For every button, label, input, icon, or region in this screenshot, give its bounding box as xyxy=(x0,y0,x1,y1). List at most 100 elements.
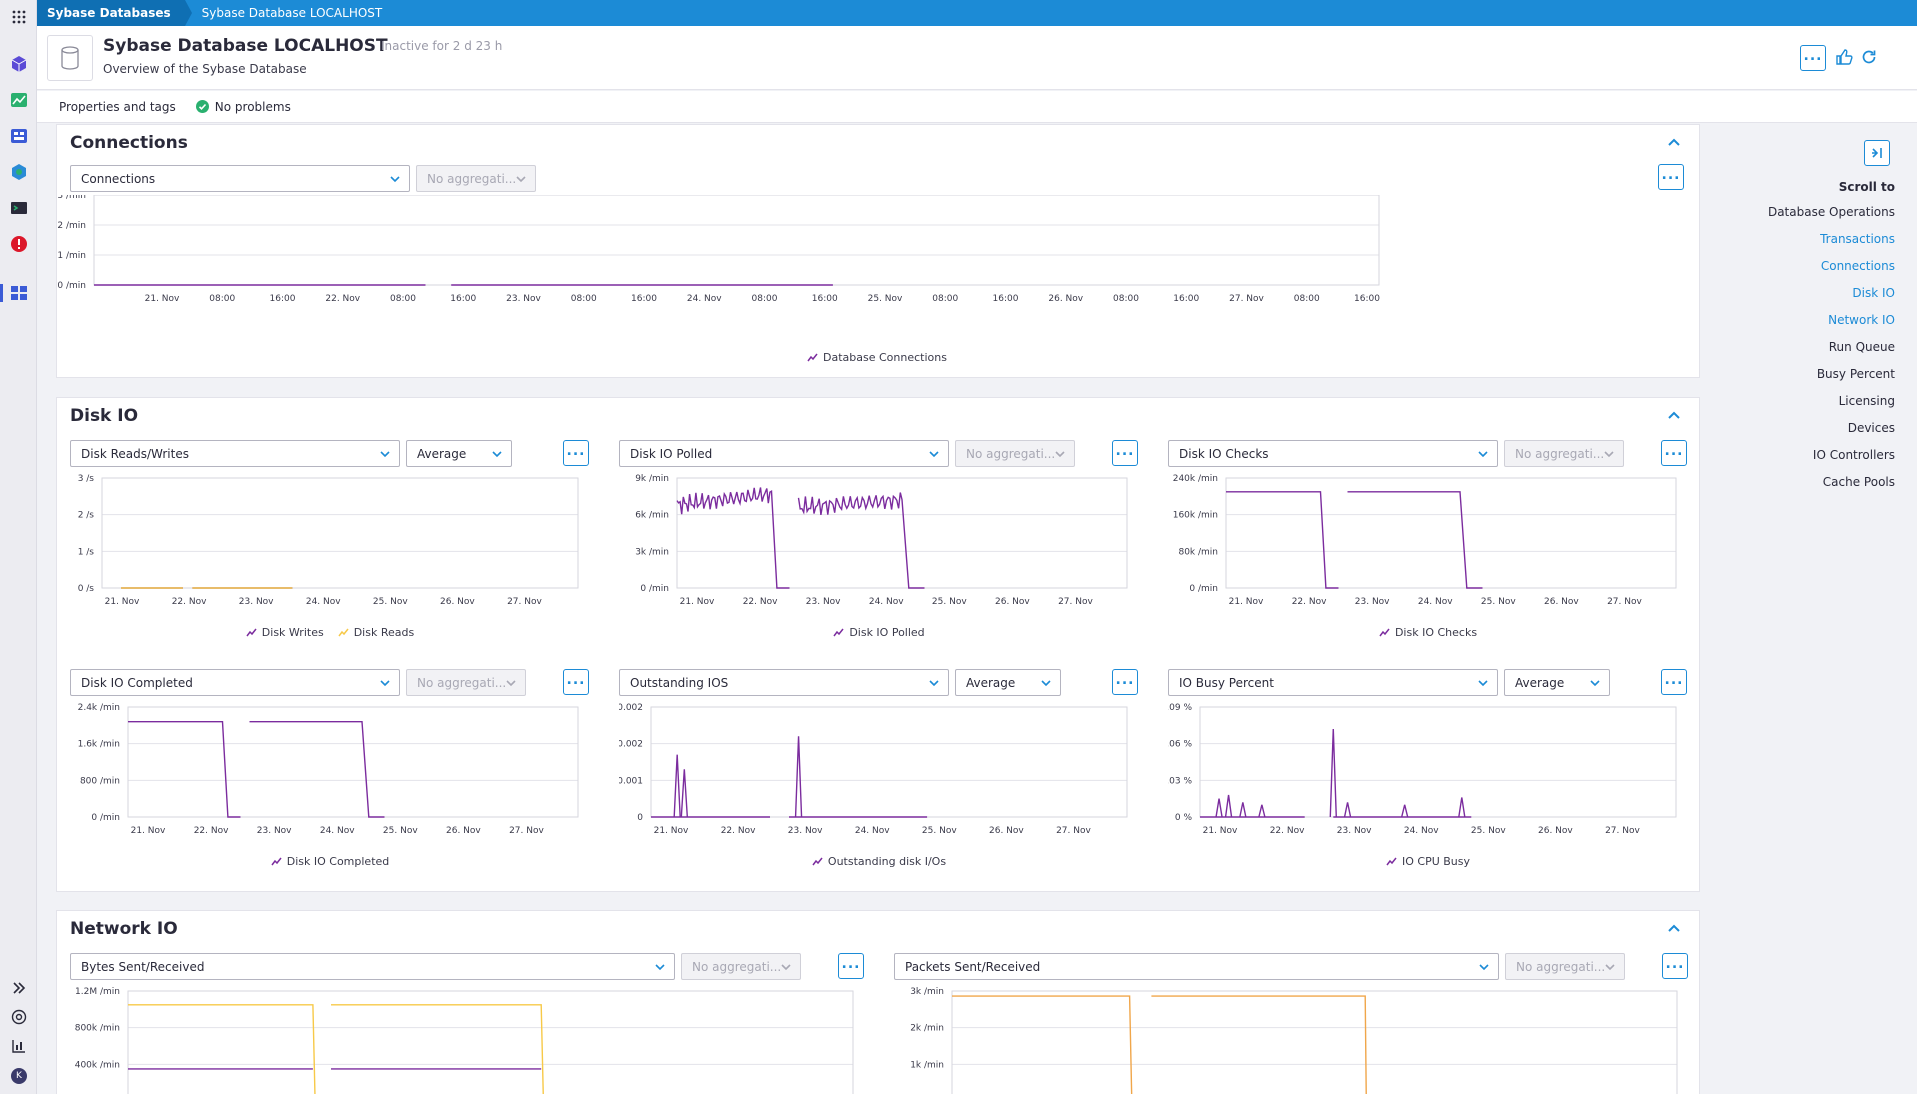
problems-icon[interactable] xyxy=(9,234,29,254)
help-icon[interactable] xyxy=(9,1007,29,1027)
collapse-panel-button[interactable] xyxy=(1864,140,1890,166)
metric-select[interactable]: Outstanding IOS xyxy=(619,669,949,696)
scroll-to-item[interactable]: Disk IO xyxy=(1852,286,1895,300)
y-tick-label: 1 /s xyxy=(78,547,95,557)
legend-label: Disk Reads xyxy=(353,626,415,639)
legend-item[interactable]: Disk IO Polled xyxy=(833,626,925,639)
page-subtitle: Overview of the Sybase Database xyxy=(103,62,307,76)
aggregation-select[interactable]: No aggregati... xyxy=(681,953,801,980)
y-tick-label: 0 /min xyxy=(1189,584,1218,594)
chart-app-icon[interactable] xyxy=(9,90,29,110)
plot-frame xyxy=(127,706,579,818)
scroll-to-item[interactable]: IO Controllers xyxy=(1812,448,1895,462)
chart-more-button[interactable]: ... xyxy=(1658,164,1684,190)
chart-more-button[interactable]: ... xyxy=(563,669,589,695)
chart-packets-sent-received[interactable]: 3k /min 2k /min 1k /min xyxy=(894,987,1689,1094)
metric-select[interactable]: Packets Sent/Received xyxy=(894,953,1499,980)
scroll-to-item[interactable]: Database Operations xyxy=(1767,205,1895,219)
chart-legend: Outstanding disk I/Os xyxy=(619,855,1139,868)
aggregation-select[interactable]: Average xyxy=(1504,669,1610,696)
chart-outstanding-ios[interactable]: 0.002 0.002 < 0.001 0 21. Nov 22. Nov 23. Nov 2… xyxy=(619,703,1139,838)
legend-item[interactable]: Disk Writes xyxy=(246,626,324,639)
chart-disk-io-completed[interactable]: 2.4k /min 1.6k /min 800 /min 0 /min 21. Nov 2… xyxy=(70,703,590,838)
thumbs-up-icon[interactable] xyxy=(1835,48,1853,70)
metric-select[interactable]: Disk Reads/Writes xyxy=(70,440,400,467)
collapse-chevron-icon[interactable] xyxy=(1667,135,1681,149)
expand-rail-icon[interactable] xyxy=(9,978,29,998)
terminal-app-icon[interactable] xyxy=(9,198,29,218)
legend-item[interactable]: Database Connections xyxy=(807,351,947,364)
aggregation-select[interactable]: No aggregati... xyxy=(955,440,1075,467)
collapse-chevron-icon[interactable] xyxy=(1667,921,1681,935)
chevron-down-icon xyxy=(380,451,390,458)
scroll-to-item[interactable]: Busy Percent xyxy=(1816,367,1895,381)
collapse-chevron-icon[interactable] xyxy=(1667,408,1681,422)
series-spike xyxy=(1458,797,1466,818)
aggregation-select-connections[interactable]: No aggregati... xyxy=(416,165,536,192)
aggregation-select[interactable]: No aggregati... xyxy=(1505,953,1625,980)
chart-more-button[interactable]: ... xyxy=(563,440,589,466)
x-tick-label: 21. Nov xyxy=(680,597,715,607)
chart-more-button[interactable]: ... xyxy=(1112,669,1138,695)
metric-select[interactable]: Bytes Sent/Received xyxy=(70,953,675,980)
chart-more-button[interactable]: ... xyxy=(1662,953,1688,979)
user-avatar[interactable]: K xyxy=(9,1066,29,1086)
chart-more-button[interactable]: ... xyxy=(838,953,864,979)
scroll-to-item[interactable]: Licensing xyxy=(1838,394,1895,408)
apps-grid-icon[interactable] xyxy=(9,7,29,27)
plot-frame xyxy=(101,477,579,589)
breadcrumb-current[interactable]: Sybase Database LOCALHOST xyxy=(201,6,383,20)
check-icon xyxy=(195,100,209,113)
series-line xyxy=(249,721,385,818)
more-dots-icon: ... xyxy=(1664,671,1684,688)
chart-io-busy-percent[interactable]: 0.09 % 0.06 % 0.03 % 0 % 21. Nov 22. Nov 23. N… xyxy=(1168,703,1688,838)
x-tick-label: 16:00 xyxy=(1173,294,1199,304)
legend-item[interactable]: Outstanding disk I/Os xyxy=(812,855,946,868)
scroll-to-item[interactable]: Run Queue xyxy=(1828,340,1895,354)
properties-and-tags-link[interactable]: Properties and tags xyxy=(59,99,176,114)
metric-select[interactable]: Disk IO Checks xyxy=(1168,440,1498,467)
reports-icon[interactable] xyxy=(9,1036,29,1056)
database-app-icon[interactable] xyxy=(9,283,29,303)
connections-chart[interactable]: 3 /min 2 /min 1 /min 0 /min 21. Nov 08:00 16:0… xyxy=(57,195,1697,345)
x-tick-label: 23. Nov xyxy=(506,294,541,304)
metric-select[interactable]: IO Busy Percent xyxy=(1168,669,1498,696)
legend-item[interactable]: Disk IO Completed xyxy=(271,855,389,868)
breadcrumb-separator xyxy=(184,0,192,26)
scroll-to-item[interactable]: Transactions xyxy=(1820,232,1895,246)
chart-bytes-sent-received[interactable]: 1.2M /min 800k /min 400k /min xyxy=(70,987,865,1094)
legend-item[interactable]: Disk IO Checks xyxy=(1379,626,1477,639)
header-more-button[interactable]: ... xyxy=(1800,45,1826,71)
chart-disk-io-checks[interactable]: 240k /min 160k /min 80k /min 0 /min 21. Nov 2… xyxy=(1168,474,1688,609)
chevron-down-icon xyxy=(1055,451,1065,458)
metric-select-connections[interactable]: Connections xyxy=(70,165,410,192)
chart-more-button[interactable]: ... xyxy=(1661,440,1687,466)
scroll-to-item[interactable]: Cache Pools xyxy=(1822,475,1895,489)
metric-select[interactable]: Disk IO Polled xyxy=(619,440,949,467)
x-tick-label: 26. Nov xyxy=(446,826,481,836)
problems-status[interactable]: No problems xyxy=(195,100,291,114)
dashboard-app-icon[interactable] xyxy=(9,126,29,146)
kubernetes-icon[interactable] xyxy=(9,162,29,182)
scroll-to-item[interactable]: Devices xyxy=(1847,421,1895,435)
aggregation-select[interactable]: Average xyxy=(955,669,1061,696)
legend-item[interactable]: Disk Reads xyxy=(338,626,415,639)
aggregation-select[interactable]: No aggregati... xyxy=(1504,440,1624,467)
cube-icon[interactable] xyxy=(9,54,29,74)
scroll-to-item[interactable]: Network IO xyxy=(1828,313,1895,327)
x-tick-label: 23. Nov xyxy=(1337,826,1372,836)
chart-more-button[interactable]: ... xyxy=(1661,669,1687,695)
aggregation-select[interactable]: No aggregati... xyxy=(406,669,526,696)
breadcrumb-sybase-databases[interactable]: Sybase Databases xyxy=(37,0,185,26)
x-tick-label: 08:00 xyxy=(752,294,778,304)
metric-select[interactable]: Disk IO Completed xyxy=(70,669,400,696)
chart-disk-io-polled[interactable]: 9k /min 6k /min 3k /min 0 /min 21. Nov 22. No… xyxy=(619,474,1139,609)
aggregation-select[interactable]: Average xyxy=(406,440,512,467)
chart-more-button[interactable]: ... xyxy=(1112,440,1138,466)
x-tick-label: 22. Nov xyxy=(172,597,207,607)
refresh-icon[interactable] xyxy=(1860,48,1878,70)
scroll-to-item[interactable]: Connections xyxy=(1820,259,1895,273)
y-tick-label: 3k /min xyxy=(910,987,944,997)
legend-item[interactable]: IO CPU Busy xyxy=(1386,855,1470,868)
chart-disk-reads-writes[interactable]: 3 /s 2 /s 1 /s 0 /s 21. Nov 22. Nov 23. Nov 24.… xyxy=(70,474,590,609)
